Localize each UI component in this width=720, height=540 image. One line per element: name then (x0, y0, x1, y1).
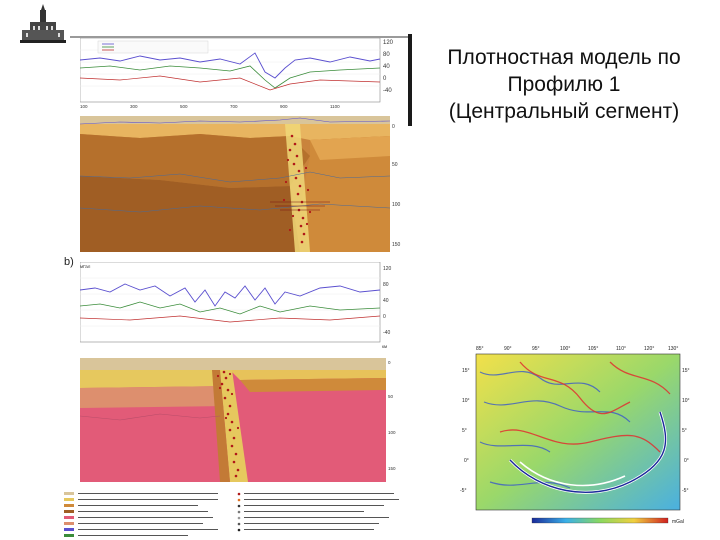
svg-text:40: 40 (383, 298, 389, 304)
svg-text:100°: 100° (560, 346, 570, 352)
svg-text:90°: 90° (504, 346, 512, 352)
svg-text:-5°: -5° (682, 488, 688, 494)
svg-text:100: 100 (388, 430, 396, 435)
svg-text:5°: 5° (462, 428, 467, 434)
svg-text:15°: 15° (682, 368, 690, 374)
svg-text:0: 0 (388, 360, 391, 365)
svg-text:50: 50 (388, 394, 394, 399)
svg-text:-40: -40 (383, 330, 390, 336)
panel-b-letter: b) (64, 256, 74, 268)
svg-text:130°: 130° (668, 346, 678, 352)
svg-text:100: 100 (80, 104, 88, 108)
svg-text:120°: 120° (644, 346, 654, 352)
svg-text:700: 700 (230, 104, 238, 108)
svg-text:300: 300 (130, 104, 138, 108)
svg-text:150: 150 (392, 242, 401, 248)
svg-text:0°: 0° (684, 458, 689, 464)
mgal-unit-label: мГал (80, 264, 91, 269)
svg-text:10°: 10° (462, 398, 470, 404)
km-unit-label: км (382, 344, 387, 349)
slide-title: Плотностная модель по Профилю 1 (Централ… (418, 44, 710, 125)
svg-text:80: 80 (383, 282, 389, 288)
title-line-3: (Центральный сегмент) (448, 100, 680, 123)
title-line-1: Плотностная модель по (447, 46, 681, 69)
svg-text:mGal: mGal (672, 519, 684, 525)
svg-text:95°: 95° (532, 346, 540, 352)
svg-text:-5°: -5° (460, 488, 466, 494)
svg-text:-40: -40 (383, 88, 392, 94)
gravity-anomaly-map: 85° 90° 95° 100° 105° 110° 120° 130° 15° 10° 5° 0… (460, 346, 690, 525)
svg-text:120: 120 (383, 266, 392, 272)
svg-text:100: 100 (392, 202, 401, 208)
svg-text:5°: 5° (682, 428, 687, 434)
svg-text:50: 50 (392, 162, 398, 168)
svg-text:110°: 110° (616, 346, 626, 352)
svg-text:0: 0 (383, 314, 386, 320)
university-logo-icon (20, 4, 66, 43)
svg-text:150: 150 (388, 466, 396, 471)
svg-text:1100: 1100 (330, 104, 340, 108)
svg-text:0: 0 (383, 76, 387, 82)
header-rule (70, 36, 408, 38)
title-line-2: Профилю 1 (507, 73, 621, 96)
svg-text:120: 120 (383, 40, 394, 46)
vertical-divider (408, 34, 412, 126)
svg-text:15°: 15° (462, 368, 470, 374)
svg-text:0: 0 (392, 124, 395, 130)
model-legend (64, 492, 399, 537)
svg-text:900: 900 (280, 104, 288, 108)
svg-text:0°: 0° (464, 458, 469, 464)
profile-b-density-model: 0 50 100 150 (80, 358, 396, 482)
svg-text:40: 40 (383, 64, 390, 70)
svg-text:80: 80 (383, 52, 390, 58)
profile-a-gravity-graph: 120 80 40 0 -40 100 300 500 700 900 1100 (80, 38, 394, 108)
svg-text:85°: 85° (476, 346, 484, 352)
profile-b-gravity-graph: 120 80 40 0 -40 км мГал (80, 262, 392, 349)
svg-text:105°: 105° (588, 346, 598, 352)
svg-text:10°: 10° (682, 398, 690, 404)
svg-text:500: 500 (180, 104, 188, 108)
profile-a-density-model: 0 50 100 150 (80, 116, 401, 252)
